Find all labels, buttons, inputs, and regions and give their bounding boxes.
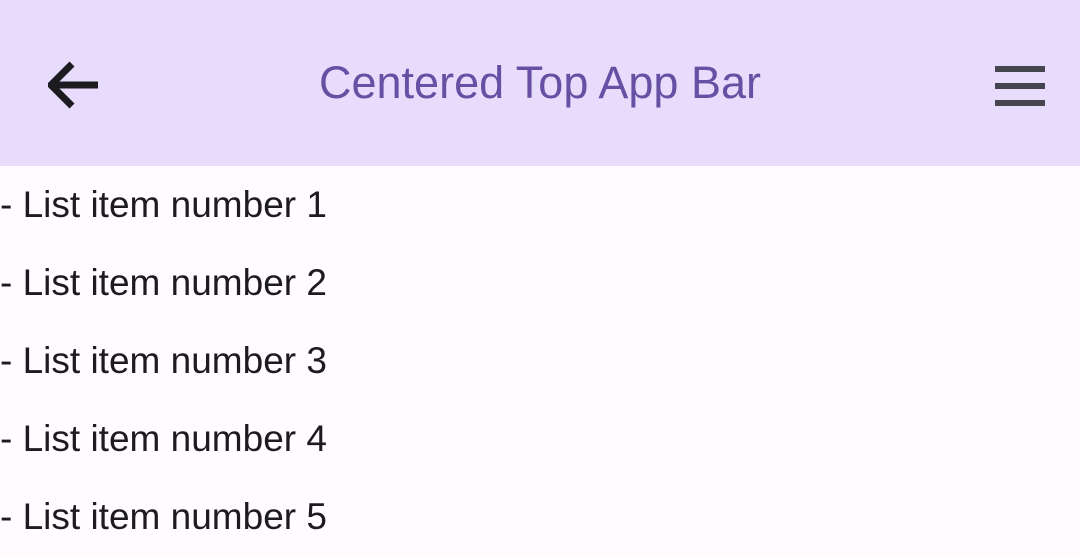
hamburger-bar-3 [995, 100, 1045, 106]
arrow-back-icon [46, 59, 100, 114]
list-item: - List item number 4 [0, 418, 327, 459]
top-app-bar: Centered Top App Bar [0, 0, 1080, 166]
hamburger-bar-2 [995, 83, 1045, 89]
menu-button[interactable] [984, 50, 1056, 122]
back-button[interactable] [38, 50, 110, 122]
content-area: - List item number 1 - List item number … [0, 166, 1080, 558]
list-item: - List item number 1 [0, 184, 327, 225]
list-item: - List item number 2 [0, 262, 327, 303]
hamburger-menu-icon [995, 66, 1045, 106]
list-item: - List item number 5 [0, 496, 327, 537]
list-item: - List item number 3 [0, 340, 327, 381]
hamburger-bar-1 [995, 66, 1045, 72]
page-title: Centered Top App Bar [319, 57, 761, 108]
item-list: - List item number 1 - List item number … [0, 166, 1080, 556]
